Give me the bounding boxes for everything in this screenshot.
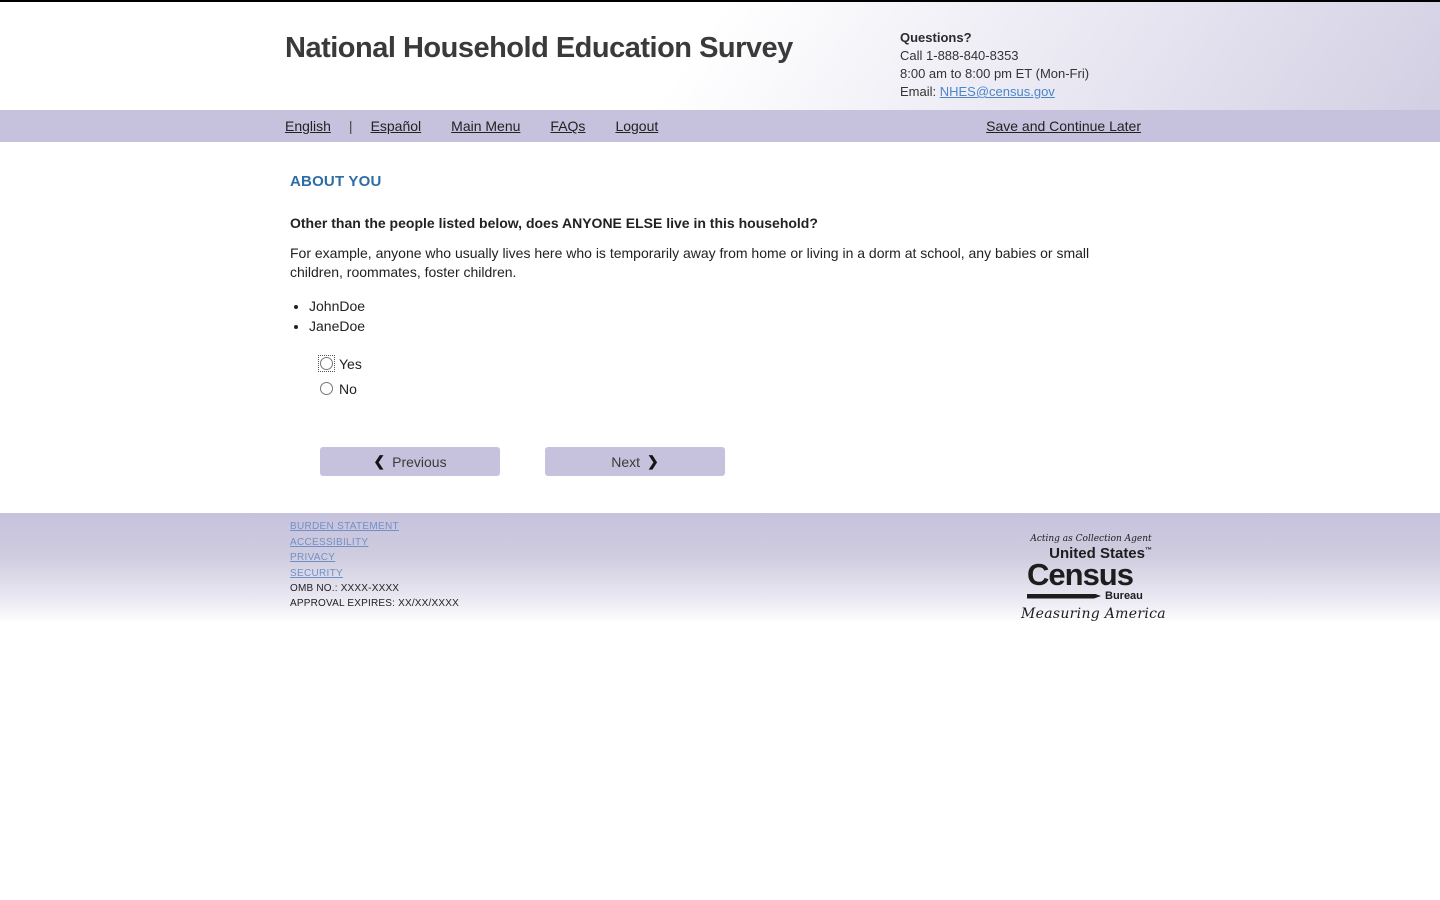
privacy-link[interactable]: PRIVACY <box>290 552 336 563</box>
option-no-label: No <box>339 380 357 397</box>
contact-phone: Call 1-888-840-8353 <box>900 48 1019 63</box>
page-title: National Household Education Survey <box>285 32 793 64</box>
bureau-label: Bureau <box>1105 590 1143 602</box>
nav-link-main-menu[interactable]: Main Menu <box>451 118 521 134</box>
top-border <box>0 0 1440 2</box>
option-yes-label: Yes <box>339 355 362 372</box>
approval-expires: APPROVAL EXPIRES: XX/XX/XXXX <box>290 598 459 609</box>
answer-options: Yes No <box>318 351 1155 401</box>
household-member-list: JohnDoe JaneDoe <box>290 296 1155 336</box>
burden-statement-link[interactable]: BURDEN STATEMENT <box>290 521 399 532</box>
omb-number: OMB NO.: XXXX-XXXX <box>290 583 400 594</box>
option-no[interactable]: No <box>320 376 1155 401</box>
nav-link-faqs[interactable]: FAQs <box>550 118 586 134</box>
navigation-buttons: ❮ Previous Next ❯ <box>320 447 1155 476</box>
option-yes[interactable]: Yes <box>318 351 1155 376</box>
questions-heading: Questions? <box>900 30 972 45</box>
chevron-right-icon: ❯ <box>647 453 659 469</box>
contact-email-line: Email: NHES@census.gov <box>900 83 1089 101</box>
header: National Household Education Survey Ques… <box>0 2 1440 110</box>
measuring-america-text: Measuring America <box>1021 606 1166 622</box>
next-button[interactable]: Next ❯ <box>545 447 725 476</box>
nav-separator: | <box>348 118 353 134</box>
security-link[interactable]: SECURITY <box>290 567 343 579</box>
list-item: JohnDoe <box>309 296 1155 316</box>
collection-agent-text: Acting as Collection Agent <box>1030 534 1152 544</box>
question-instructions: For example, anyone who usually lives he… <box>290 245 1090 280</box>
chevron-left-icon: ❮ <box>373 453 386 469</box>
contact-hours: 8:00 am to 8:00 pm ET (Mon-Fri) <box>900 66 1090 81</box>
accessibility-link[interactable]: ACCESSIBILITY <box>290 536 369 548</box>
nav-link-english[interactable]: English <box>285 118 331 134</box>
contact-info-block: Questions? Call 1-888-840-8353 8:00 am t… <box>900 29 1089 101</box>
trademark-symbol: ™ <box>1145 547 1152 554</box>
survey-question: Other than the people listed below, does… <box>290 215 818 231</box>
section-title: ABOUT YOU <box>290 173 382 190</box>
email-link[interactable]: NHES@census.gov <box>939 84 1055 99</box>
previous-button[interactable]: ❮ Previous <box>320 447 500 476</box>
footer: BURDEN STATEMENT ACCESSIBILITY PRIVACY S… <box>0 513 1440 622</box>
nav-link-espanol[interactable]: Español <box>370 118 422 134</box>
footer-links-block: BURDEN STATEMENT ACCESSIBILITY PRIVACY S… <box>290 519 459 622</box>
logo-bar-icon <box>1027 594 1101 599</box>
nav-link-logout[interactable]: Logout <box>615 118 659 134</box>
save-and-continue-link[interactable]: Save and Continue Later <box>986 118 1141 134</box>
bureau-row: Bureau <box>1027 590 1155 602</box>
nav-bar: English | Español Main Menu FAQs Logout … <box>0 110 1440 142</box>
census-wordmark: Census <box>1027 557 1134 592</box>
united-states-text: United States™ <box>1027 545 1155 562</box>
previous-button-label: Previous <box>392 453 447 470</box>
united-states-label: United States <box>1049 545 1145 562</box>
main-content: ABOUT YOU Other than the people listed b… <box>0 173 1440 513</box>
list-item: JaneDoe <box>309 316 1155 336</box>
next-button-label: Next <box>611 453 641 470</box>
census-bureau-logo: Acting as Collection Agent United States… <box>1021 534 1166 622</box>
radio-yes[interactable] <box>318 355 335 372</box>
radio-no[interactable] <box>320 382 333 395</box>
email-label: Email: <box>900 84 940 99</box>
